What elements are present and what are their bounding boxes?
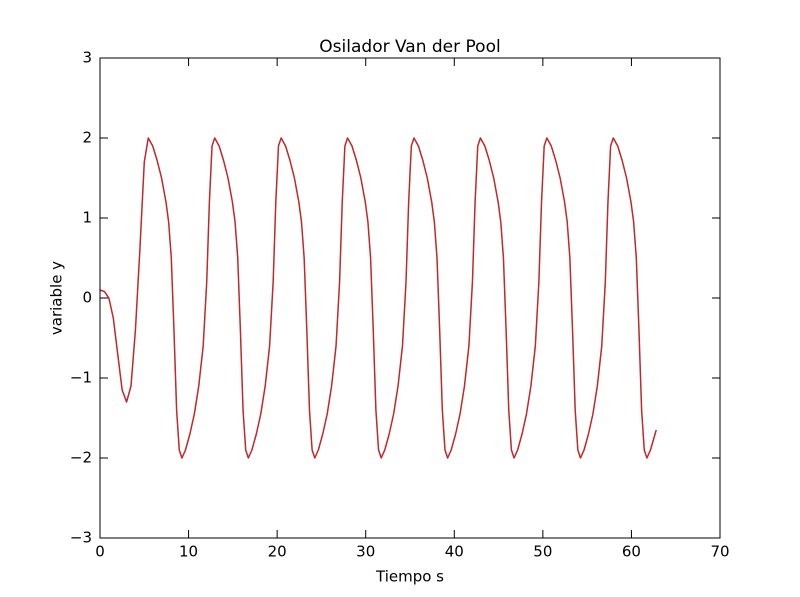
x-tick-label: 50 <box>533 543 552 561</box>
y-tick-label: −1 <box>70 369 92 387</box>
y-tick-label: 2 <box>82 129 92 147</box>
data-line <box>99 137 657 459</box>
x-tick-label: 0 <box>95 543 105 561</box>
chart-title: Osilador Van der Pool <box>319 37 500 57</box>
y-tick-label: −2 <box>70 449 92 467</box>
x-tick-label: 10 <box>179 543 198 561</box>
y-tick-label: 3 <box>82 49 92 67</box>
y-tick-label: −3 <box>70 529 92 547</box>
x-tick-label: 20 <box>268 543 287 561</box>
x-tick-label: 30 <box>356 543 375 561</box>
plot-frame <box>99 57 721 539</box>
x-axis-label: Tiempo s <box>375 568 444 586</box>
y-tick-label: 1 <box>82 209 92 227</box>
x-tick-label: 40 <box>445 543 464 561</box>
x-tick-label: 60 <box>622 543 641 561</box>
x-tick-label: 70 <box>710 543 729 561</box>
y-axis-label: variable y <box>48 261 66 335</box>
y-tick-label: 0 <box>82 289 92 307</box>
